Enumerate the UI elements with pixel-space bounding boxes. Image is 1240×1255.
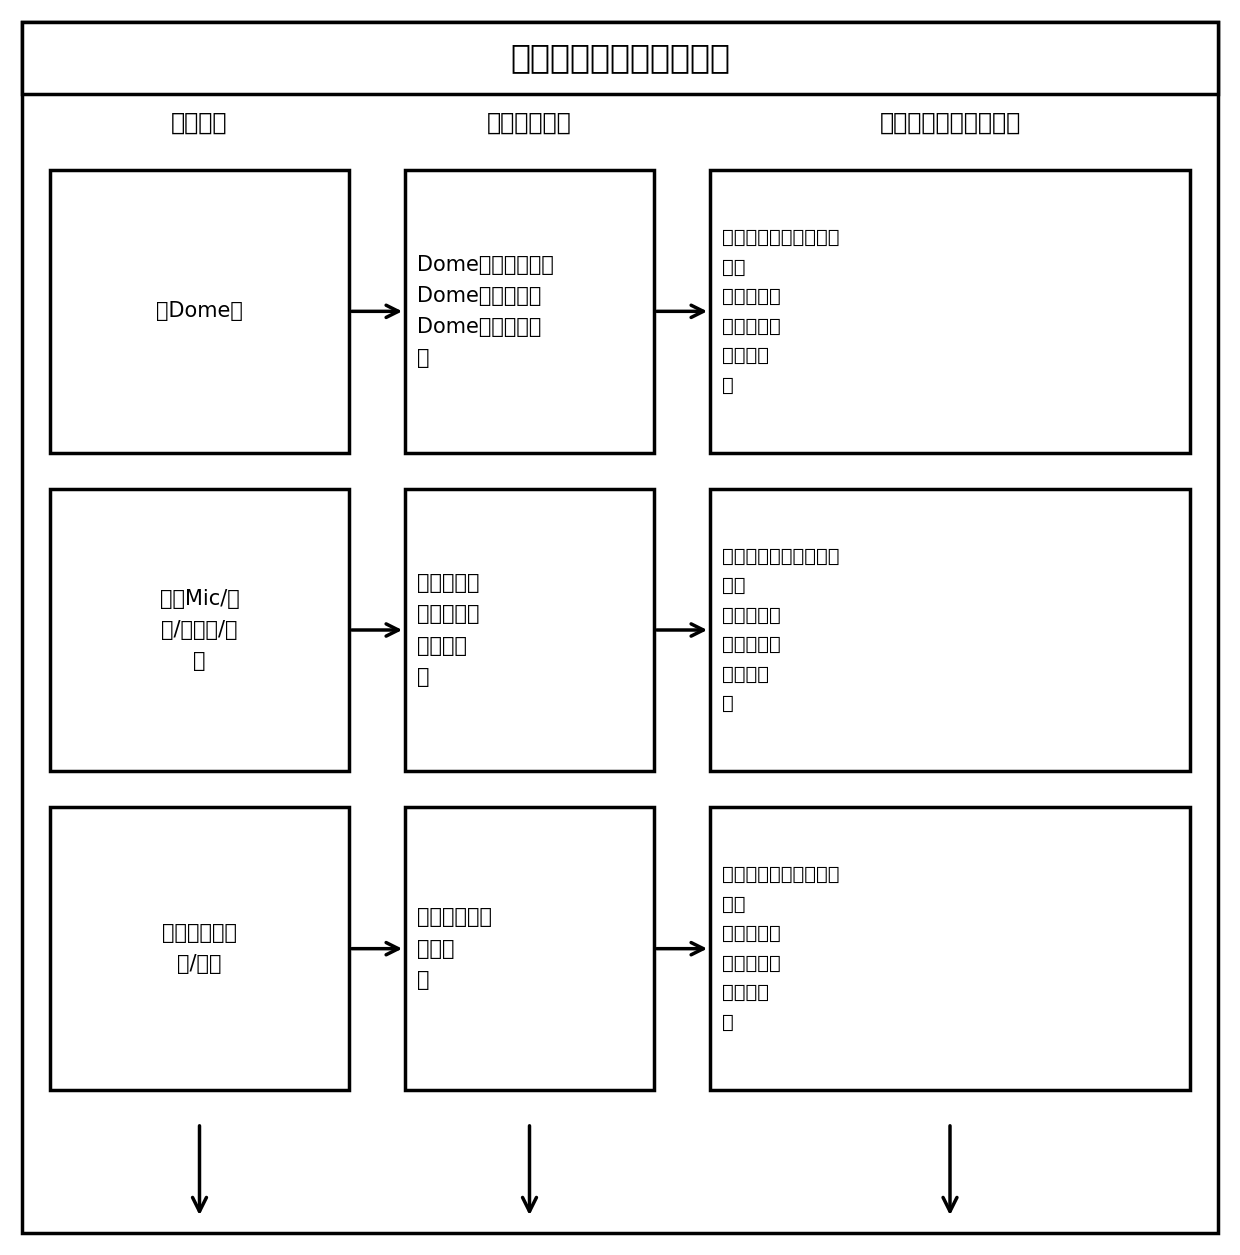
Bar [405,807,653,1091]
Text: 对应的工序的参数指标
如：
所需时间、
所需成本、
返修率、
等: 对应的工序的参数指标 如： 所需时间、 所需成本、 返修率、 等 [722,547,839,713]
Bar [50,488,348,772]
Bar [711,169,1190,453]
Text: 贴Dome片: 贴Dome片 [156,301,243,321]
Bar [405,169,653,453]
Bar [50,169,348,453]
Text: 所需要的装配参数指标: 所需要的装配参数指标 [879,110,1021,136]
Bar [405,488,653,772]
Bar [50,807,348,1091]
Text: 组装的位置、
个数、
等: 组装的位置、 个数、 等 [417,907,492,990]
Bar [22,23,1218,94]
Text: 对应的工序的参数指标
如：
所需时间、
所需成本、
返修率、
等: 对应的工序的参数指标 如： 所需时间、 所需成本、 返修率、 等 [722,228,839,394]
Bar [711,807,1190,1091]
Text: 装配工艺: 装配工艺 [171,110,228,136]
Text: 旧款手机的装配过程数据: 旧款手机的装配过程数据 [510,41,730,74]
Text: 装配要求参数: 装配要求参数 [487,110,572,136]
Text: 焊接点个数
焊接的方式
焊接精度
等: 焊接点个数 焊接的方式 焊接精度 等 [417,574,480,686]
Text: 装天线支架组
件/螺钉: 装天线支架组 件/螺钉 [162,924,237,974]
Bar [711,488,1190,772]
Text: 对应的工序的参数指标
如：
所需时间、
所需成本、
返修率、
等: 对应的工序的参数指标 如： 所需时间、 所需成本、 返修率、 等 [722,866,839,1032]
Text: Dome片形状信息、
Dome片的个数、
Dome片的位置、
等: Dome片形状信息、 Dome片的个数、 Dome片的位置、 等 [417,255,554,368]
Text: 焊接Mic/叭
筒/扬声器/马
达: 焊接Mic/叭 筒/扬声器/马 达 [160,589,239,671]
